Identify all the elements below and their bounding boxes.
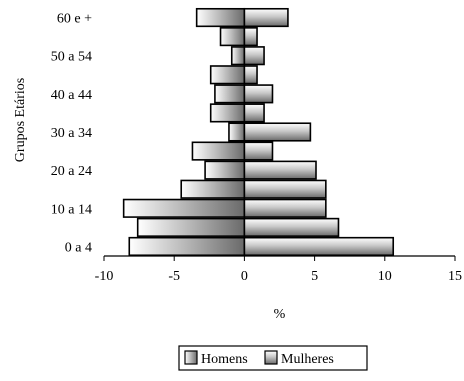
bar-mulheres-20-a-24 [243,160,317,180]
bar-mulheres-45-a-49 [243,65,258,85]
legend-swatch-homens [184,350,198,365]
bar-homens-45-a-49 [209,65,246,85]
bar-mulheres-10-a-14 [243,198,327,218]
bar-mulheres-30-a-34 [243,122,312,142]
bar-mulheres-0-a-4 [243,236,395,257]
y-tick-label: 20 a 24 [51,164,92,179]
labels-layer: -10 -5 0 5 10 15 0 a 4 10 a 14 20 a 24 30 a 34 40 … [13,12,462,322]
bar-homens-5-a-9 [136,217,246,237]
bar-homens-40-a-44 [214,84,246,104]
axes-layer [103,8,456,261]
y-tick-label: 40 a 44 [51,88,92,103]
x-tick-label: 0 [241,269,248,284]
bar-mulheres-40-a-44 [243,84,274,104]
y-axis-title: Grupos Etários [13,78,28,162]
x-tick-label: -10 [95,269,114,284]
y-tick-label: 10 a 14 [51,202,92,217]
bars-layer [122,7,395,257]
bar-homens-30-a-34 [228,122,246,142]
bar-homens-10-a-14 [122,198,246,218]
bar-homens-35-a-39 [209,103,246,123]
bar-mulheres-5-a-9 [243,217,340,237]
x-axis-title: % [274,307,286,322]
x-tick-label: 5 [311,269,318,284]
y-tick-label: 50 a 54 [51,50,92,65]
bar-mulheres-60-e-plus [243,7,289,28]
bar-mulheres-25-a-29 [243,141,274,161]
bar-homens-55-a-59 [219,27,246,47]
y-tick-label: 0 a 4 [65,240,92,255]
bar-homens-20-a-24 [204,160,246,180]
bar-mulheres-55-a-59 [243,27,258,47]
x-tick-label: 10 [378,269,392,284]
legend-label-mulheres: Mulheres [281,352,334,367]
bar-mulheres-35-a-39 [243,103,265,123]
y-tick-label: 60 e + [57,12,92,27]
bar-homens-0-a-4 [128,236,246,257]
bar-homens-15-a-19 [180,179,246,199]
bar-homens-60-e-plus [195,7,246,28]
legend: Homens Mulheres [178,345,368,371]
bar-homens-25-a-29 [191,141,246,161]
bar-mulheres-50-a-54 [243,46,265,66]
x-tick-label: -5 [168,269,180,284]
x-tick-label: 15 [448,269,462,284]
y-tick-label: 30 a 34 [51,126,92,141]
bar-homens-50-a-54 [230,46,246,66]
bar-mulheres-15-a-19 [243,179,327,199]
legend-swatch-mulheres [264,350,278,365]
legend-label-homens: Homens [201,352,248,367]
